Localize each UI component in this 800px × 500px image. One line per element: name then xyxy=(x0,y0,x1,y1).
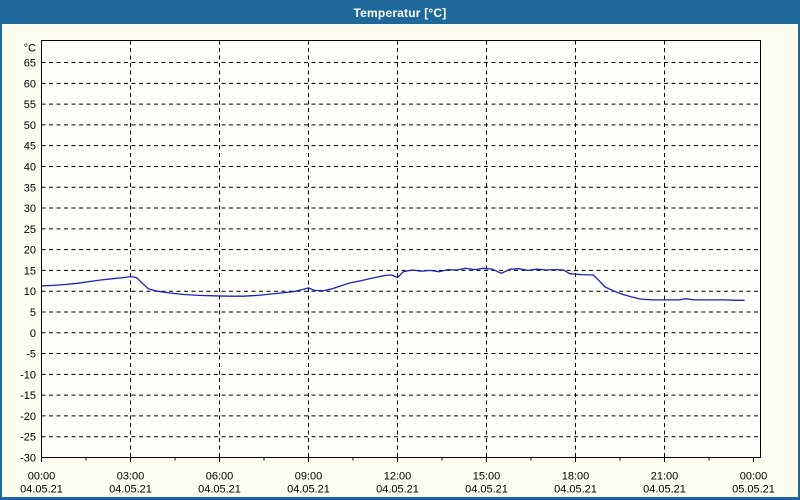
x-tick-time-label: 06:00 xyxy=(206,471,234,483)
x-tick-time-label: 18:00 xyxy=(562,471,590,483)
plot-frame xyxy=(41,40,761,458)
y-tick-label: 30 xyxy=(24,203,36,215)
x-tick-time-label: 03:00 xyxy=(117,471,145,483)
x-tick-date-label: 04.05.21 xyxy=(643,484,686,496)
x-tick-date-label: 04.05.21 xyxy=(109,484,152,496)
y-tick-label: -25 xyxy=(20,432,36,444)
y-tick-label: 20 xyxy=(24,245,36,257)
y-tick-label: 25 xyxy=(24,224,36,236)
x-tick-time-label: 09:00 xyxy=(295,471,323,483)
x-tick-time-label: 12:00 xyxy=(384,471,412,483)
x-tick-date-label: 04.05.21 xyxy=(20,484,63,496)
y-tick-label: 40 xyxy=(24,161,36,173)
x-tick-date-label: 04.05.21 xyxy=(198,484,241,496)
y-tick-label: 55 xyxy=(24,99,36,111)
y-tick-label: -30 xyxy=(20,453,36,465)
y-tick-label: 0 xyxy=(30,328,36,340)
y-tick-label: 45 xyxy=(24,141,36,153)
x-tick-date-label: 04.05.21 xyxy=(376,484,419,496)
x-tick-date-label: 05.05.21 xyxy=(732,484,775,496)
x-tick-time-label: 21:00 xyxy=(651,471,679,483)
y-tick-label: -5 xyxy=(26,349,36,361)
y-tick-label: 10 xyxy=(24,286,36,298)
y-tick-label: -15 xyxy=(20,390,36,402)
temperature-chart-canvas: 65605550454035302520151050-5-10-15-20-25… xyxy=(20,40,775,496)
y-tick-label: 35 xyxy=(24,182,36,194)
x-tick-time-label: 15:00 xyxy=(473,471,501,483)
x-tick-time-label: 00:00 xyxy=(28,471,56,483)
x-tick-date-label: 04.05.21 xyxy=(554,484,597,496)
y-tick-label: -20 xyxy=(20,411,36,423)
y-tick-label: 5 xyxy=(30,307,36,319)
y-tick-label: 60 xyxy=(24,78,36,90)
x-tick-date-label: 04.05.21 xyxy=(465,484,508,496)
window-title: Temperatur [°C] xyxy=(353,6,447,20)
y-tick-label: 65 xyxy=(24,58,36,70)
x-tick-time-label: 00:00 xyxy=(740,471,768,483)
y-tick-label: 50 xyxy=(24,120,36,132)
x-tick-date-label: 04.05.21 xyxy=(287,484,330,496)
y-axis-unit-label: °C xyxy=(24,43,36,55)
temperature-curve xyxy=(41,267,745,301)
y-tick-label: 15 xyxy=(24,265,36,277)
window-titlebar: Temperatur [°C] xyxy=(2,2,798,24)
y-tick-label: -10 xyxy=(20,369,36,381)
